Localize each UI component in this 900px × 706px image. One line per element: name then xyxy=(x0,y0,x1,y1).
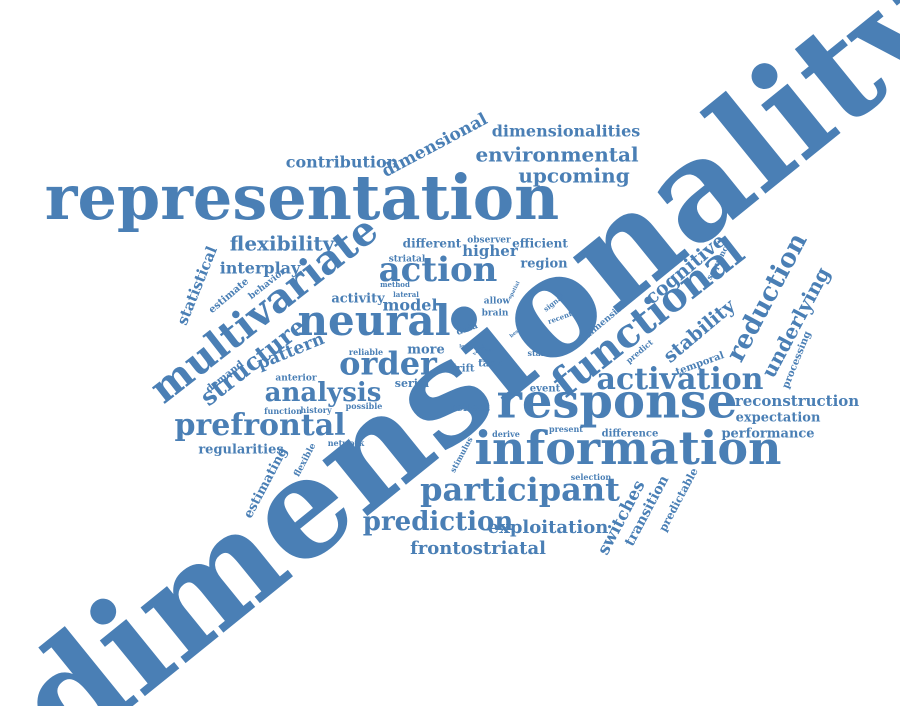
word-reliable: reliable xyxy=(349,347,383,357)
word-function: function xyxy=(264,406,302,416)
word-flexibility: flexibility xyxy=(230,232,336,256)
word-method: method xyxy=(380,280,410,289)
word-efficient: efficient xyxy=(512,237,568,251)
word-more: more xyxy=(407,343,445,358)
word-analysis: analysis xyxy=(265,378,382,408)
word-drift: drift xyxy=(450,364,475,375)
word-information: information xyxy=(475,421,782,475)
word-selection: selection xyxy=(571,472,612,482)
word-stable: stable xyxy=(527,348,554,358)
word-action: action xyxy=(379,250,498,290)
word-order: order xyxy=(339,345,438,383)
word-participant: participant xyxy=(420,471,620,509)
word-observer: observer xyxy=(467,236,511,246)
word-interplay: interplay xyxy=(220,259,301,278)
word-activation: activation xyxy=(597,362,764,397)
word-region: region xyxy=(520,257,568,272)
word-possible: possible xyxy=(346,401,383,411)
word-lateral: lateral xyxy=(393,290,419,299)
word-higher: higher xyxy=(462,242,519,260)
word-event: event xyxy=(530,384,561,395)
word-response: response xyxy=(497,374,738,430)
word-task: task xyxy=(478,359,503,370)
word-use: use xyxy=(479,358,489,364)
word-frontostriatal: frontostriatal xyxy=(410,538,546,559)
word-upcoming: upcoming xyxy=(518,164,629,188)
word-model: model xyxy=(382,296,437,315)
word-difference: difference xyxy=(602,429,659,440)
word-striatal: striatal xyxy=(389,255,426,265)
word-brain: brain xyxy=(482,309,509,319)
word-anterior: anterior xyxy=(275,374,316,384)
word-different: different xyxy=(403,237,462,251)
word-network: network xyxy=(328,438,365,448)
word-prefrontal: prefrontal xyxy=(174,408,345,443)
word-reconstruction: reconstruction xyxy=(735,392,859,410)
word-low: low xyxy=(459,344,469,350)
word-history: history xyxy=(300,405,332,415)
word-activity: activity xyxy=(331,292,385,307)
word-representation: representation xyxy=(45,161,559,234)
word-present: present xyxy=(549,424,583,434)
word-serial: serial xyxy=(395,377,429,390)
word-allow: allow xyxy=(484,297,511,307)
word-exploitation: exploitation xyxy=(488,517,609,538)
word-contribution: contribution xyxy=(286,153,399,172)
word-environmental: environmental xyxy=(475,143,639,167)
word-derive: derive xyxy=(492,429,520,439)
word-see: see xyxy=(484,348,493,354)
word-regularities: regularities xyxy=(198,443,283,458)
word-neural: neural xyxy=(297,296,450,345)
word-performance: performance xyxy=(721,427,814,442)
word-reflect: reflect xyxy=(450,401,490,414)
word-prediction: prediction xyxy=(363,507,514,537)
word-expectation: expectation xyxy=(736,411,821,426)
word-dimensionalities: dimensionalities xyxy=(492,122,641,141)
